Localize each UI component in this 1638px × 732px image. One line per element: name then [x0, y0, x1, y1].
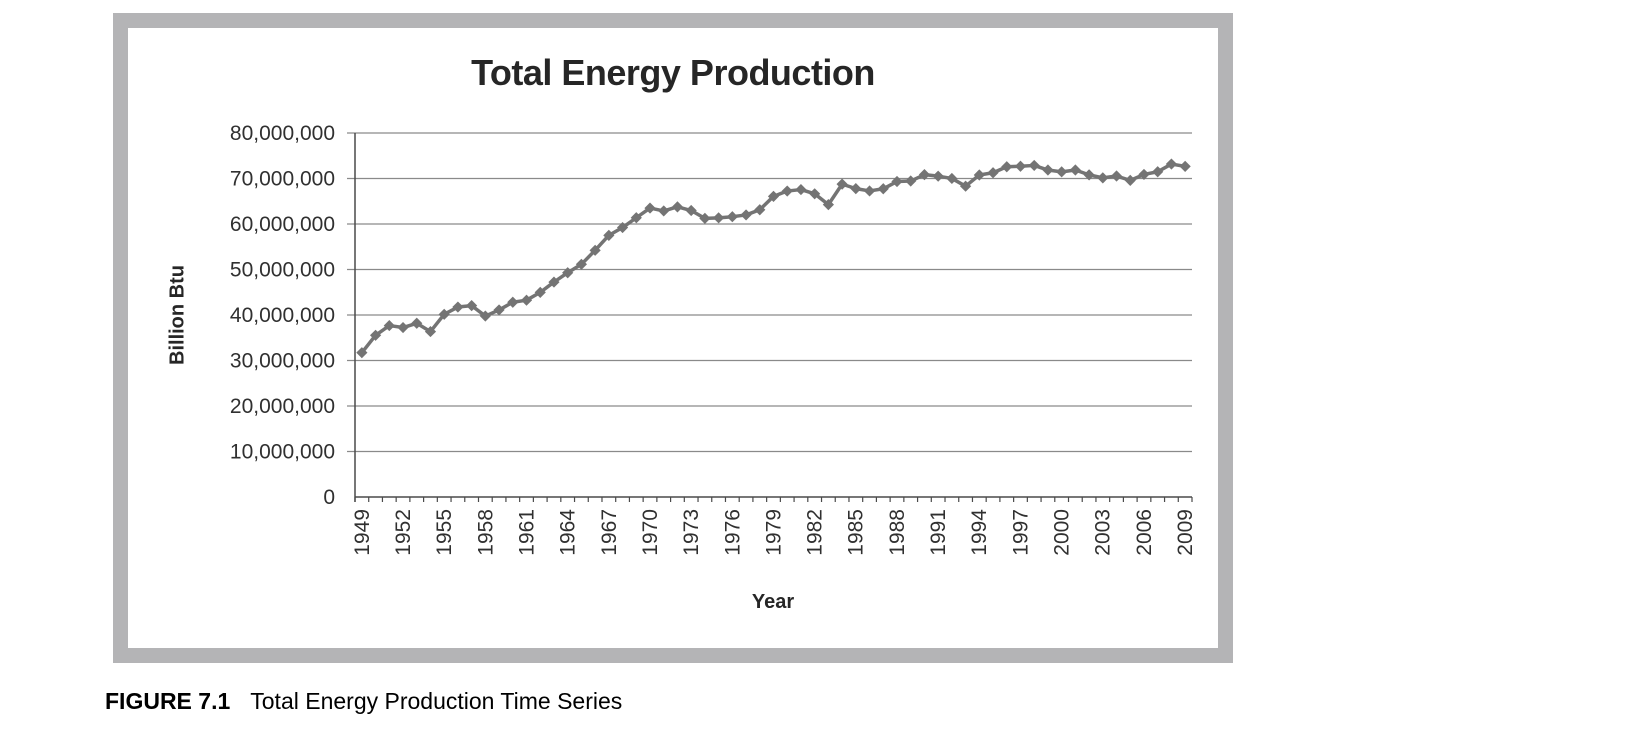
- data-point-marker: [973, 169, 985, 181]
- data-point-marker: [397, 321, 409, 334]
- data-point-marker: [534, 286, 546, 298]
- data-point-marker: [905, 175, 917, 187]
- y-tick-label: 20,000,000: [230, 395, 335, 418]
- data-point-marker: [383, 319, 395, 332]
- data-point-marker: [1165, 158, 1178, 170]
- data-point-marker: [685, 204, 697, 217]
- y-tick-label: 10,000,000: [230, 441, 335, 464]
- figure-caption-text: Total Energy Production Time Series: [250, 688, 623, 714]
- data-point-marker: [1152, 166, 1164, 178]
- data-point-marker: [1097, 172, 1109, 184]
- data-point-marker: [836, 178, 848, 190]
- data-point-marker: [424, 325, 437, 338]
- x-tick-label: 1994: [968, 509, 991, 556]
- data-point-marker: [616, 221, 629, 234]
- x-tick-label: 1997: [1009, 509, 1032, 556]
- data-point-marker: [795, 183, 807, 196]
- x-tick-label: 1985: [845, 509, 868, 556]
- data-point-marker: [356, 347, 368, 359]
- y-tick-label: 0: [323, 486, 335, 509]
- data-point-marker: [1124, 174, 1136, 186]
- data-point-marker: [589, 244, 601, 256]
- data-point-marker: [781, 185, 793, 197]
- data-point-marker: [520, 294, 533, 306]
- data-point-marker: [507, 296, 519, 308]
- data-point-marker: [671, 201, 684, 213]
- x-tick-label: 1961: [515, 509, 538, 556]
- y-tick-label: 60,000,000: [230, 213, 335, 236]
- data-point-marker: [740, 209, 752, 221]
- data-point-marker: [918, 169, 931, 181]
- data-point-marker: [466, 299, 478, 312]
- figure-caption: FIGURE 7.1 Total Energy Production Time S…: [105, 688, 622, 715]
- data-point-marker: [822, 199, 834, 211]
- data-point-marker: [850, 183, 862, 195]
- data-point-marker: [644, 202, 656, 214]
- data-point-marker: [959, 180, 972, 192]
- figure-caption-label: FIGURE 7.1: [105, 688, 231, 714]
- data-point-marker: [575, 258, 588, 270]
- x-tick-label: 1973: [680, 509, 703, 556]
- data-point-marker: [630, 212, 642, 224]
- data-point-marker: [603, 229, 615, 241]
- x-tick-label: 2000: [1051, 509, 1074, 556]
- x-tick-label: 1967: [598, 509, 621, 556]
- x-axis-title: Year: [751, 591, 795, 613]
- data-point-marker: [562, 267, 574, 279]
- data-point-marker: [726, 211, 738, 223]
- x-tick-label: 1949: [351, 509, 374, 556]
- data-point-marker: [946, 172, 958, 185]
- x-tick-label: 1952: [392, 509, 415, 556]
- data-point-marker: [658, 205, 670, 217]
- data-point-marker: [809, 188, 821, 200]
- data-point-marker: [1069, 164, 1081, 176]
- x-tick-label: 1976: [721, 509, 744, 556]
- data-point-marker: [987, 167, 999, 179]
- x-tick-label: 1991: [927, 509, 950, 556]
- data-point-marker: [1014, 160, 1027, 172]
- data-point-marker: [1042, 164, 1054, 176]
- y-tick-label: 40,000,000: [230, 304, 335, 327]
- data-point-marker: [1083, 169, 1095, 181]
- data-point-marker: [548, 276, 560, 288]
- data-point-marker: [713, 212, 725, 224]
- chart-title: Total Energy Production: [471, 52, 875, 93]
- x-tick-label: 1982: [804, 509, 827, 556]
- data-point-marker: [1138, 168, 1150, 181]
- data-point-marker: [1001, 161, 1013, 173]
- data-point-marker: [932, 170, 944, 182]
- y-tick-label: 30,000,000: [230, 350, 335, 373]
- data-point-marker: [1110, 170, 1123, 182]
- data-point-marker: [754, 204, 766, 216]
- x-tick-label: 1958: [474, 509, 497, 556]
- data-point-marker: [699, 212, 711, 225]
- data-point-marker: [369, 329, 382, 341]
- data-point-marker: [479, 310, 491, 322]
- chart-frame: Total Energy Production Billion Btu 0 10,…: [113, 13, 1233, 663]
- x-tick-label: 2009: [1174, 509, 1197, 556]
- data-point-marker: [1028, 159, 1040, 172]
- x-tick-label: 1970: [639, 509, 662, 556]
- x-tick-label: 1988: [886, 509, 909, 556]
- data-point-marker: [411, 317, 423, 329]
- x-tick-label: 1979: [762, 509, 785, 556]
- data-point-marker: [877, 183, 889, 195]
- y-tick-label: 50,000,000: [230, 259, 335, 282]
- data-point-marker: [493, 304, 505, 316]
- data-point-marker: [863, 185, 876, 197]
- data-point-marker: [1179, 160, 1191, 172]
- x-tick-label: 2003: [1092, 509, 1115, 556]
- y-tick-label: 80,000,000: [230, 122, 335, 145]
- data-point-marker: [452, 301, 464, 313]
- x-tick-label: 1964: [557, 509, 580, 556]
- data-point-marker: [1056, 166, 1068, 178]
- y-tick-label: 70,000,000: [230, 168, 335, 191]
- data-point-marker: [438, 308, 450, 320]
- data-point-marker: [891, 175, 903, 188]
- x-tick-label: 2006: [1133, 509, 1156, 556]
- x-tick-label: 1955: [433, 509, 456, 556]
- plot-area: 0 10,000,000 20,000,000 30,000,000 40,000,00…: [230, 122, 1197, 556]
- data-point-marker: [767, 190, 780, 202]
